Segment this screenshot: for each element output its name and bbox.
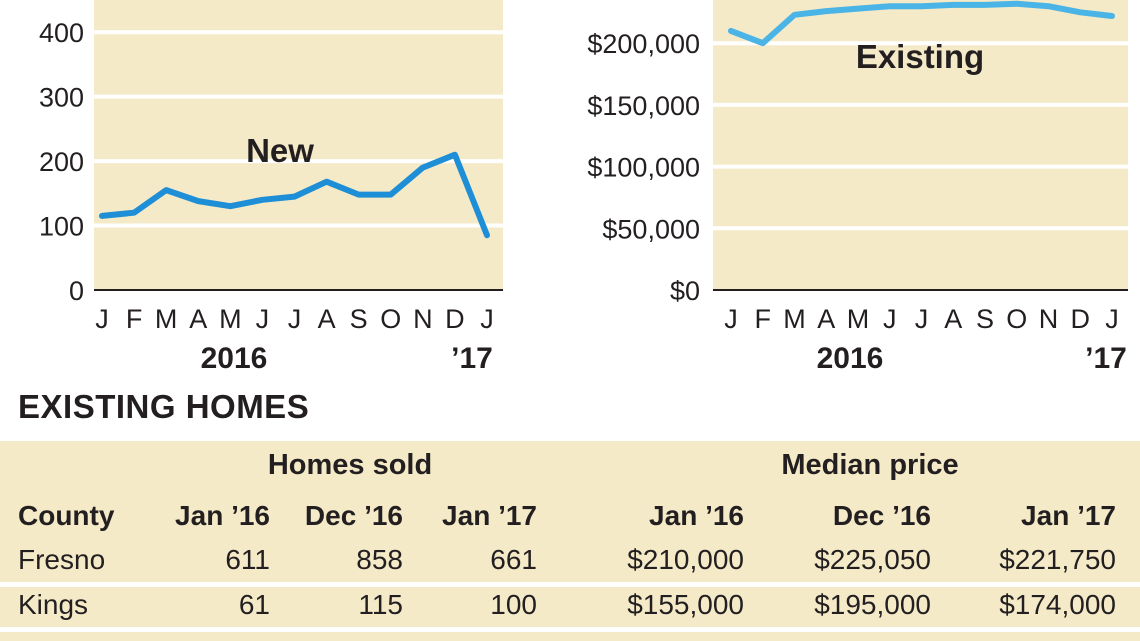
table-row: Kings 61 115 100 $155,000 $195,000 $174,… xyxy=(0,585,1140,625)
table-cell: Kings xyxy=(18,589,89,620)
table-cell: $155,000 xyxy=(627,589,744,620)
x-tick-label: O xyxy=(380,304,401,334)
y-tick-label: $50,000 xyxy=(602,214,700,244)
y-tick-label: 0 xyxy=(69,276,84,306)
year-label: ’17 xyxy=(451,342,493,375)
group-header-median-price: Median price xyxy=(781,449,959,481)
x-tick-label: J xyxy=(256,304,270,334)
table-cell: 611 xyxy=(225,544,270,575)
table-cell: 858 xyxy=(356,544,403,575)
table-cell: 61 xyxy=(238,589,270,620)
table-cell: 100 xyxy=(490,589,537,620)
x-tick-label: F xyxy=(755,304,772,334)
column-header: Dec ’16 xyxy=(304,500,403,531)
section-title: EXISTING HOMES xyxy=(18,388,310,425)
table-row: Fresno 611 858 661 $210,000 $225,050 $22… xyxy=(0,540,1140,580)
column-header: Jan ’17 xyxy=(1021,500,1116,531)
group-header-homes-sold: Homes sold xyxy=(267,449,433,481)
year-label: ’17 xyxy=(1085,342,1127,375)
table-cell: $195,000 xyxy=(814,589,931,620)
x-tick-label: J xyxy=(288,304,302,334)
column-header: Jan ’17 xyxy=(442,500,537,531)
x-tick-label: M xyxy=(847,304,870,334)
x-tick-label: J xyxy=(915,304,929,334)
y-tick-label: 100 xyxy=(39,212,84,242)
column-header: Jan ’16 xyxy=(649,500,744,531)
x-tick-label: J xyxy=(480,304,494,334)
existing-homes-table: Homes sold Median price County Jan ’16 D… xyxy=(0,441,1140,641)
x-tick-label: J xyxy=(95,304,109,334)
x-tick-label: S xyxy=(350,304,368,334)
table-cell: $210,000 xyxy=(627,544,744,575)
year-labels: 2016 ’17 xyxy=(817,342,1127,375)
y-tick-label: $150,000 xyxy=(587,91,700,121)
series-annotation-existing: Existing xyxy=(856,38,984,75)
table-cell: 115 xyxy=(358,589,403,620)
row-divider xyxy=(0,627,1140,632)
series-annotation-new: New xyxy=(246,132,314,169)
table-cell: Fresno xyxy=(18,544,106,575)
y-tick-labels: $0 $50,000 $100,000 $150,000 $200,000 xyxy=(587,29,700,306)
year-label: 2016 xyxy=(817,342,884,375)
table-cell: $221,750 xyxy=(999,544,1116,575)
x-tick-label: A xyxy=(189,304,207,334)
gridlines xyxy=(713,41,1128,231)
x-tick-label: N xyxy=(413,304,433,334)
existing-homes-line xyxy=(728,0,1115,47)
plot-area xyxy=(94,0,503,290)
table-cell: 661 xyxy=(490,544,537,575)
gridlines xyxy=(94,30,503,228)
x-tick-label: A xyxy=(817,304,835,334)
x-tick-label: S xyxy=(976,304,994,334)
x-tick-label: J xyxy=(724,304,738,334)
x-tick-label: D xyxy=(445,304,465,334)
y-tick-label: $0 xyxy=(670,276,700,306)
y-tick-label: $100,000 xyxy=(587,153,700,183)
row-divider xyxy=(0,582,1140,587)
x-tick-label: N xyxy=(1039,304,1059,334)
table-cell: $174,000 xyxy=(999,589,1116,620)
table-cell: $225,050 xyxy=(814,544,931,575)
x-tick-label: A xyxy=(318,304,336,334)
new-homes-line xyxy=(99,151,490,239)
y-tick-label: 300 xyxy=(39,83,84,113)
x-tick-label: M xyxy=(219,304,242,334)
x-tick-label: J xyxy=(883,304,897,334)
column-header: Jan ’16 xyxy=(175,500,270,531)
x-tick-label: J xyxy=(1105,304,1119,334)
y-tick-labels: 0 100 200 300 400 xyxy=(39,18,84,306)
plot-area xyxy=(713,0,1128,290)
x-tick-label: O xyxy=(1006,304,1027,334)
x-tick-label: M xyxy=(783,304,806,334)
table-header-row: County Jan ’16 Dec ’16 Jan ’17 Jan ’16 D… xyxy=(0,496,1140,536)
column-header: County xyxy=(18,500,115,531)
year-label: 2016 xyxy=(201,342,268,375)
x-tick-label: D xyxy=(1071,304,1091,334)
y-tick-label: 200 xyxy=(39,147,84,177)
y-tick-label: $200,000 xyxy=(587,29,700,59)
x-tick-label: M xyxy=(155,304,178,334)
y-tick-label: 400 xyxy=(39,18,84,48)
x-tick-label: A xyxy=(944,304,962,334)
year-labels: 2016 ’17 xyxy=(201,342,493,375)
x-tick-label: F xyxy=(126,304,143,334)
column-header: Dec ’16 xyxy=(832,500,931,531)
